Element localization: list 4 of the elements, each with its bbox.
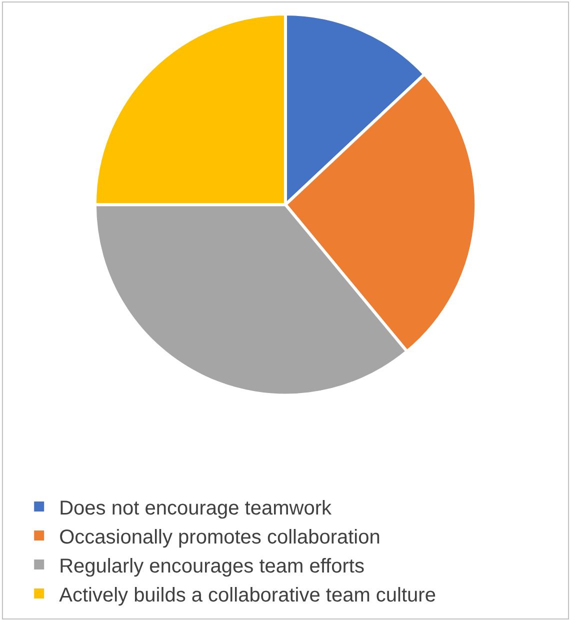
legend-label: Actively builds a collaborative team culture (59, 584, 436, 606)
legend-label: Does not encourage teamwork (59, 497, 332, 520)
legend-label: Occasionally promotes collaboration (59, 526, 380, 548)
legend-label: Regularly encourages team efforts (59, 555, 364, 578)
